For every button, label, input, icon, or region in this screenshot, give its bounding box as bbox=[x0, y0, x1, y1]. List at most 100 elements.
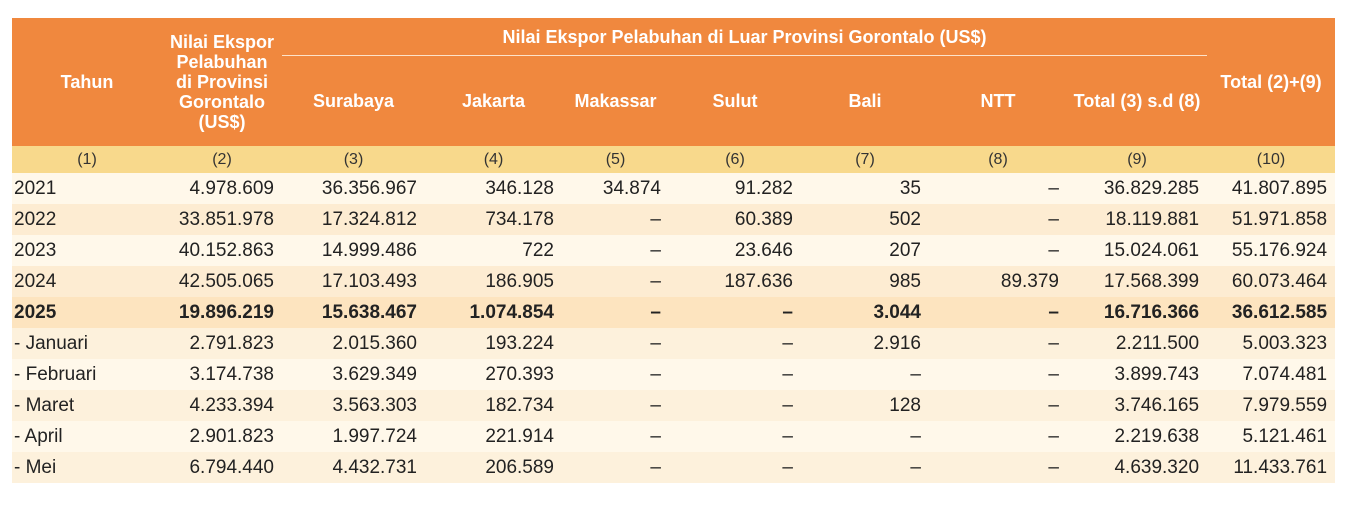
table-cell: 36.829.285 bbox=[1067, 173, 1208, 204]
table-cell: 91.282 bbox=[669, 173, 801, 204]
table-cell: 36.356.967 bbox=[282, 173, 425, 204]
table-cell: – bbox=[562, 421, 669, 452]
table-cell: 2.916 bbox=[801, 328, 929, 359]
table-cell: 55.176.924 bbox=[1207, 235, 1336, 266]
table-cell: 23.646 bbox=[669, 235, 801, 266]
table-cell: – bbox=[929, 328, 1067, 359]
header-group-label: Nilai Ekspor Pelabuhan di Luar Provinsi … bbox=[502, 27, 987, 47]
table-cell: 6.794.440 bbox=[162, 452, 282, 483]
table-cell: 270.393 bbox=[425, 359, 562, 390]
table-cell: – bbox=[801, 452, 929, 483]
header-jakarta: Jakarta bbox=[425, 56, 562, 146]
table-cell: – bbox=[929, 390, 1067, 421]
column-number-row: (1) (2) (3) (4) (5) (6) (7) (8) (9) (10) bbox=[12, 146, 1336, 173]
table-cell: 502 bbox=[801, 204, 929, 235]
row-label: 2022 bbox=[12, 204, 162, 235]
table-cell: – bbox=[562, 266, 669, 297]
table-cell: – bbox=[562, 235, 669, 266]
row-label: 2023 bbox=[12, 235, 162, 266]
table-cell: 4.978.609 bbox=[162, 173, 282, 204]
table-body: 2021 4.978.609 36.356.967 346.128 34.874 91.2… bbox=[12, 173, 1336, 483]
row-label: 2021 bbox=[12, 173, 162, 204]
table-cell: 985 bbox=[801, 266, 929, 297]
table-cell: – bbox=[669, 390, 801, 421]
table-cell: – bbox=[562, 204, 669, 235]
table-cell: 2.901.823 bbox=[162, 421, 282, 452]
col-number: (9) bbox=[1067, 146, 1208, 173]
table-cell: 722 bbox=[425, 235, 562, 266]
table-cell: 17.103.493 bbox=[282, 266, 425, 297]
table-cell: 5.121.461 bbox=[1207, 421, 1336, 452]
table-cell: – bbox=[801, 421, 929, 452]
table-cell: 3.746.165 bbox=[1067, 390, 1208, 421]
col-number: (5) bbox=[562, 146, 669, 173]
table-cell: 3.629.349 bbox=[282, 359, 425, 390]
table-cell: – bbox=[929, 173, 1067, 204]
table-cell: – bbox=[801, 359, 929, 390]
table-cell: 207 bbox=[801, 235, 929, 266]
table-cell: 186.905 bbox=[425, 266, 562, 297]
col-number: (10) bbox=[1207, 146, 1336, 173]
table-cell: 41.807.895 bbox=[1207, 173, 1336, 204]
table-cell: 7.074.481 bbox=[1207, 359, 1336, 390]
col-number: (3) bbox=[282, 146, 425, 173]
table-cell: 346.128 bbox=[425, 173, 562, 204]
table-cell: – bbox=[562, 328, 669, 359]
table-cell: 1.997.724 bbox=[282, 421, 425, 452]
table-row: - April 2.901.823 1.997.724 221.914– – – –2.21… bbox=[12, 421, 1336, 452]
table-cell: 3.563.303 bbox=[282, 390, 425, 421]
table-cell: – bbox=[929, 421, 1067, 452]
table-cell: 15.638.467 bbox=[282, 297, 425, 328]
table-cell: 221.914 bbox=[425, 421, 562, 452]
row-label: - Maret bbox=[12, 390, 162, 421]
table-cell: 51.971.858 bbox=[1207, 204, 1336, 235]
row-label: - Januari bbox=[12, 328, 162, 359]
table-cell: – bbox=[669, 297, 801, 328]
header-total: Total (2)+(9) bbox=[1207, 18, 1336, 146]
table-cell: 40.152.863 bbox=[162, 235, 282, 266]
col-number: (6) bbox=[669, 146, 801, 173]
table-cell: 2.219.638 bbox=[1067, 421, 1208, 452]
header-makassar: Makassar bbox=[562, 56, 669, 146]
header-group-luar-provinsi: Nilai Ekspor Pelabuhan di Luar Provinsi … bbox=[282, 18, 1208, 56]
export-table: Tahun Nilai Ekspor Pelabuhan di Provinsi… bbox=[12, 18, 1336, 483]
row-label: - Mei bbox=[12, 452, 162, 483]
table-cell: 89.379 bbox=[929, 266, 1067, 297]
table-cell: 11.433.761 bbox=[1207, 452, 1336, 483]
table-cell: – bbox=[669, 359, 801, 390]
row-label: - April bbox=[12, 421, 162, 452]
table-cell: 60.073.464 bbox=[1207, 266, 1336, 297]
table-cell: – bbox=[929, 452, 1067, 483]
table-cell: – bbox=[669, 452, 801, 483]
table-row: 2025 19.896.219 15.638.467 1.074.854– –3.044… bbox=[12, 297, 1336, 328]
table-cell: 4.639.320 bbox=[1067, 452, 1208, 483]
table-header: Tahun Nilai Ekspor Pelabuhan di Provinsi… bbox=[12, 18, 1336, 146]
header-sulut: Sulut bbox=[669, 56, 801, 146]
table-cell: 5.003.323 bbox=[1207, 328, 1336, 359]
table-cell: 2.211.500 bbox=[1067, 328, 1208, 359]
header-tahun: Tahun bbox=[12, 18, 162, 146]
header-group-divider bbox=[282, 55, 1208, 56]
col-number: (2) bbox=[162, 146, 282, 173]
col-number: (7) bbox=[801, 146, 929, 173]
table-cell: – bbox=[929, 359, 1067, 390]
table-cell: 17.568.399 bbox=[1067, 266, 1208, 297]
table-cell: – bbox=[562, 452, 669, 483]
table-row: - Januari 2.791.823 2.015.360 193.224– –2.91… bbox=[12, 328, 1336, 359]
col-number: (8) bbox=[929, 146, 1067, 173]
table-cell: 19.896.219 bbox=[162, 297, 282, 328]
export-table-container: Tahun Nilai Ekspor Pelabuhan di Provinsi… bbox=[12, 18, 1336, 483]
table-cell: 128 bbox=[801, 390, 929, 421]
table-cell: 33.851.978 bbox=[162, 204, 282, 235]
table-cell: 206.589 bbox=[425, 452, 562, 483]
table-cell: – bbox=[929, 235, 1067, 266]
table-cell: – bbox=[562, 359, 669, 390]
row-label: 2024 bbox=[12, 266, 162, 297]
table-row: 2022 33.851.978 17.324.812 734.178–60.389 50… bbox=[12, 204, 1336, 235]
header-gorontalo: Nilai Ekspor Pelabuhan di Provinsi Goron… bbox=[162, 18, 282, 146]
row-label: - Februari bbox=[12, 359, 162, 390]
table-cell: 3.899.743 bbox=[1067, 359, 1208, 390]
table-cell: 193.224 bbox=[425, 328, 562, 359]
table-cell: – bbox=[929, 297, 1067, 328]
table-cell: 15.024.061 bbox=[1067, 235, 1208, 266]
